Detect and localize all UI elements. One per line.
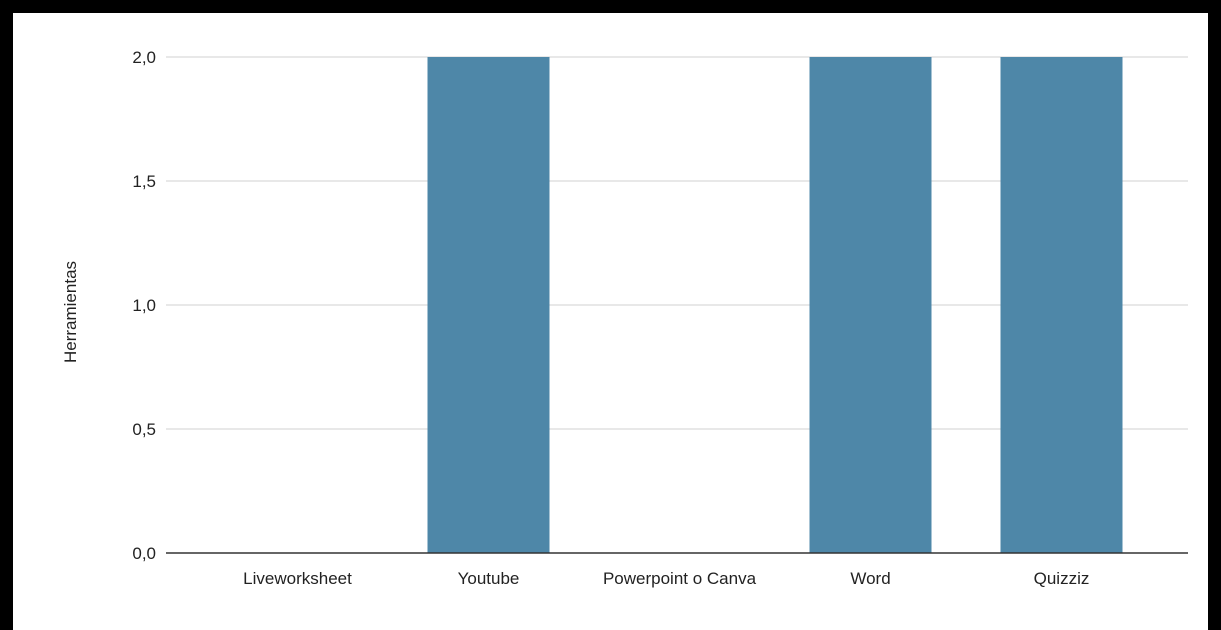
x-axis-labels: Liveworksheet Youtube Powerpoint o Canva Wo…	[243, 569, 1089, 588]
bars	[427, 57, 1123, 553]
y-tick-label: 1,5	[132, 172, 156, 191]
bar	[427, 57, 550, 553]
bar	[809, 57, 932, 553]
x-category-label: Youtube	[458, 569, 520, 588]
x-category-label: Powerpoint o Canva	[603, 569, 757, 588]
y-tick-label: 0,0	[132, 544, 156, 563]
y-tick-label: 1,0	[132, 296, 156, 315]
x-category-label: Word	[850, 569, 890, 588]
y-axis-title: Herramientas	[61, 261, 80, 363]
y-tick-label: 2,0	[132, 48, 156, 67]
x-category-label: Quizziz	[1034, 569, 1090, 588]
y-tick-label: 0,5	[132, 420, 156, 439]
bar	[1000, 57, 1123, 553]
x-category-label: Liveworksheet	[243, 569, 352, 588]
y-axis-ticks: 0,0 0,5 1,0 1,5 2,0	[132, 48, 156, 563]
